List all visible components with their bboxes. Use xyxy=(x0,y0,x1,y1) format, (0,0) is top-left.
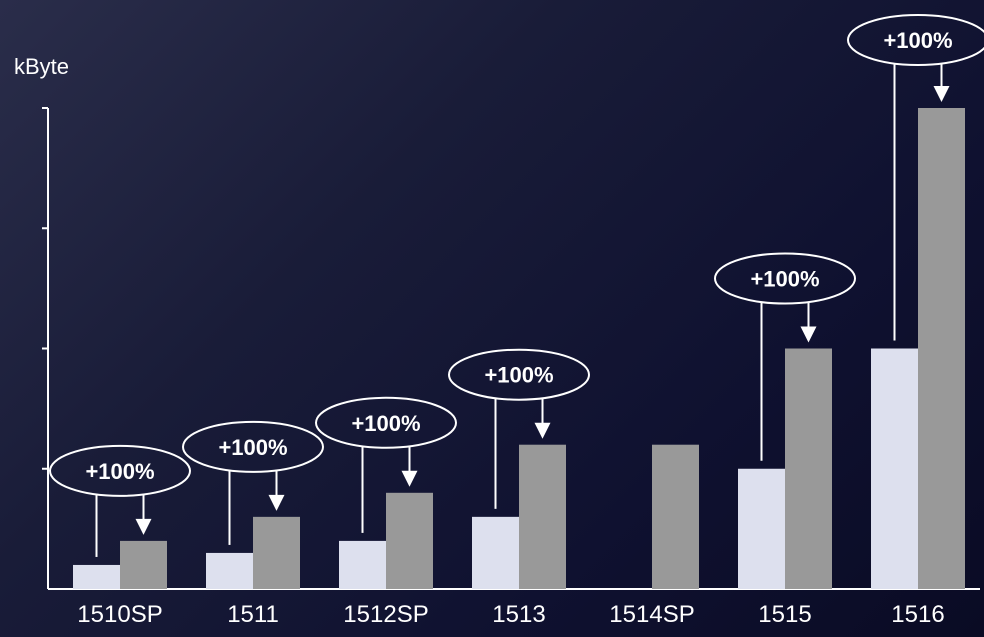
bar xyxy=(120,540,167,589)
bar xyxy=(738,468,785,589)
x-tick-label: 1512SP xyxy=(343,601,428,628)
x-tick-label: 1516 xyxy=(891,601,944,628)
bar xyxy=(339,540,386,589)
annotation-label: +100% xyxy=(750,267,819,292)
bar xyxy=(472,516,519,589)
bar xyxy=(73,564,120,589)
annotation-label: +100% xyxy=(351,411,420,436)
x-tick-label: 1513 xyxy=(492,601,545,628)
annotation-arrowhead xyxy=(933,86,950,102)
x-tick-label: 1515 xyxy=(758,601,811,628)
annotation-label: +100% xyxy=(85,459,154,484)
bar xyxy=(253,516,300,589)
bar xyxy=(918,108,965,589)
annotation-label: +100% xyxy=(484,363,553,388)
bar xyxy=(519,444,566,589)
annotation-ellipse xyxy=(315,396,457,449)
annotation-ellipse xyxy=(847,14,984,66)
annotation-arrowhead xyxy=(800,326,817,343)
bar xyxy=(785,348,832,589)
annotation-ellipse xyxy=(714,252,856,305)
annotation-ellipse xyxy=(49,444,191,497)
annotation-arrowhead xyxy=(534,422,551,439)
annotation-label: +100% xyxy=(883,28,952,53)
bar xyxy=(386,492,433,589)
annotation-arrowhead xyxy=(401,470,418,487)
bar xyxy=(871,348,918,589)
bar xyxy=(652,444,699,589)
annotation-ellipse xyxy=(448,348,590,401)
y-axis-label: kByte xyxy=(14,54,70,79)
annotation-arrowhead xyxy=(135,518,152,535)
annotation-label: +100% xyxy=(218,435,287,460)
x-tick-label: 1514SP xyxy=(609,601,694,628)
bar xyxy=(206,552,253,589)
annotation-ellipse xyxy=(182,420,324,473)
x-tick-label: 1511 xyxy=(227,601,279,628)
annotation-arrowhead xyxy=(268,494,285,511)
x-tick-label: 1510SP xyxy=(77,601,162,628)
